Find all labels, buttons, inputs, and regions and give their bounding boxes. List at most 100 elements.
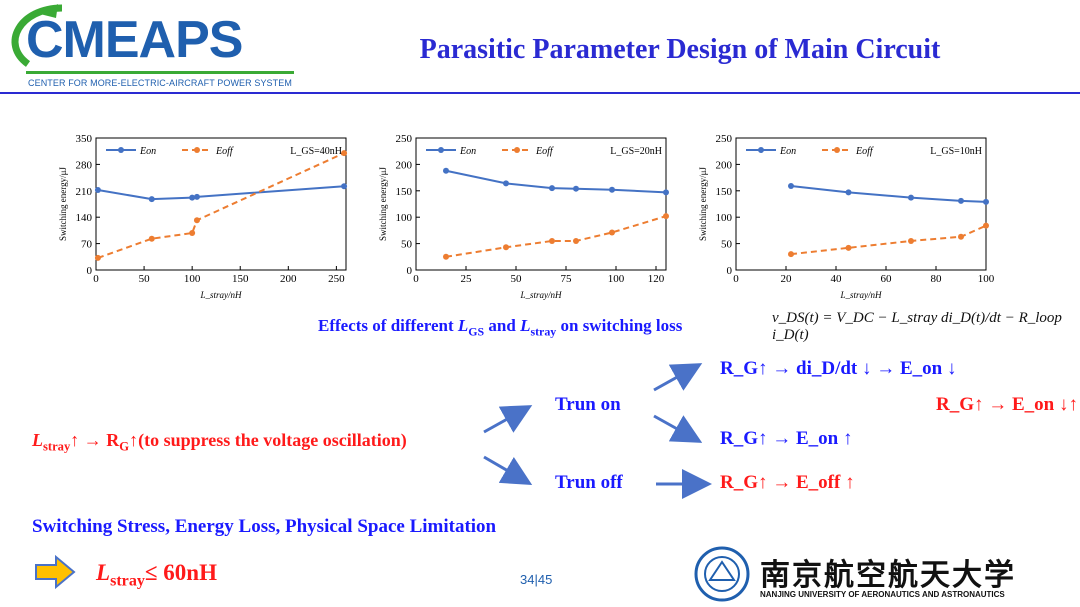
turn-on-label: Trun on — [555, 394, 621, 415]
university-name-en: NANJING UNIVERSITY OF AERONAUTICS AND AS… — [760, 590, 1005, 599]
title-divider — [0, 92, 1080, 94]
legend-label: Eon — [459, 146, 476, 157]
data-point — [341, 183, 348, 190]
data-point — [549, 237, 555, 244]
plot-frame — [415, 137, 667, 271]
chart-lgs-20: 0 50 100 150 200 250 0 25 50 75 100 120 L_stray/nH Sw… — [372, 133, 672, 300]
series-line-eon — [445, 169, 667, 194]
data-point — [443, 253, 449, 260]
y-axis-label: Switching energy/μJ — [58, 167, 68, 241]
chart-annotation: L_GS=10nH — [930, 146, 982, 157]
x-tick-label: 200 — [280, 273, 297, 285]
yellow-arrow-icon — [35, 554, 76, 590]
y-tick-label: 0 — [727, 265, 733, 277]
y-tick-label: 210 — [76, 186, 93, 198]
x-tick-label: 250 — [328, 273, 345, 285]
legend-label: Eoff — [855, 146, 874, 157]
x-tick-label: 150 — [232, 273, 249, 285]
data-point — [193, 193, 200, 200]
data-point — [958, 233, 964, 240]
data-point — [573, 185, 579, 192]
data-point — [958, 197, 964, 204]
constraints-heading: Switching Stress, Energy Loss, Physical … — [32, 516, 497, 537]
y-tick-label: 50 — [401, 239, 413, 251]
data-point — [983, 222, 989, 229]
turn-off-label: Trun off — [555, 472, 623, 493]
data-point — [663, 189, 669, 196]
data-point — [845, 189, 852, 196]
legend-label: Eon — [779, 146, 796, 157]
x-tick-label: 75 — [561, 273, 573, 285]
turn-on-rule-eon-up: R_G↑ → E_on ↑ — [720, 428, 853, 449]
data-point — [341, 150, 348, 157]
x-tick-label: 80 — [931, 273, 943, 285]
turn-on-rule-didt: R_G↑ → di_D/dt ↓ → E_on ↓ — [720, 358, 957, 379]
vds-equation: v_DS(t) = V_DC − L_stray di_D(t)/dt − R_… — [772, 310, 1062, 343]
chart-svg: 0 50 100 150 200 250 0 25 50 75 100 120 L_stray/nH Sw… — [378, 133, 669, 300]
data-point — [443, 167, 449, 174]
y-tick-label: 100 — [716, 212, 733, 224]
x-tick-label: 50 — [511, 273, 523, 285]
data-point — [908, 237, 914, 244]
x-tick-label: 20 — [781, 273, 793, 285]
x-tick-label: 100 — [608, 273, 625, 285]
x-axis-label: L_stray/nH — [839, 290, 882, 300]
logo-subtitle: CENTER FOR MORE-ELECTRIC-AIRCRAFT POWER … — [28, 78, 292, 88]
y-tick-label: 50 — [721, 239, 733, 251]
university-name-cn: 南京航空航天大学 — [760, 559, 1016, 592]
y-tick-label: 70 — [81, 239, 93, 251]
x-tick-label: 100 — [978, 273, 995, 285]
arrow-to-turn-on — [483, 405, 533, 434]
chart-lgs-10: 0 50 100 150 200 250 0 20 40 60 80 100 L_stray/nH Swi… — [692, 133, 995, 300]
data-point — [94, 254, 101, 261]
x-axis-label: L_stray/nH — [199, 290, 242, 300]
y-tick-label: 250 — [716, 133, 733, 145]
y-tick-label: 150 — [716, 186, 733, 198]
legend-label: Eoff — [535, 146, 554, 157]
data-point — [193, 217, 200, 224]
data-point — [609, 229, 615, 236]
chart-annotation: L_GS=40nH — [290, 146, 342, 157]
plot-frame — [95, 137, 347, 271]
chart-lgs-40: 0 70 140 210 280 350 0 50 100 150 200 250 L_stray/nH… — [52, 133, 352, 300]
x-tick-label: 0 — [413, 273, 419, 285]
data-point — [908, 194, 914, 201]
data-point — [148, 196, 155, 203]
x-tick-label: 60 — [881, 273, 893, 285]
y-axis-label: Switching energy/μJ — [378, 167, 388, 241]
y-tick-label: 350 — [76, 133, 93, 145]
x-axis-label: L_stray/nH — [519, 290, 562, 300]
data-point — [983, 198, 989, 205]
y-tick-label: 200 — [396, 159, 413, 171]
data-point — [503, 180, 509, 187]
x-tick-label: 0 — [93, 273, 99, 285]
legend-marker — [438, 147, 444, 153]
page-title: Parasitic Parameter Design of Main Circu… — [419, 34, 941, 65]
legend-label: Eon — [139, 146, 156, 157]
x-tick-label: 50 — [139, 273, 151, 285]
arrow-to-turn-off — [483, 455, 533, 486]
data-point — [189, 194, 196, 201]
chart-svg: 0 50 100 150 200 250 0 20 40 60 80 100 L_stray/nH Swi… — [698, 133, 995, 300]
logo — [6, 4, 296, 92]
data-point — [573, 237, 579, 244]
data-point — [663, 213, 669, 220]
arrow-to-rule-1 — [653, 363, 703, 392]
conclusion: Lstray≤ 60nH — [96, 560, 217, 590]
y-tick-label: 280 — [76, 159, 93, 171]
x-tick-label: 100 — [184, 273, 201, 285]
y-tick-label: 0 — [87, 265, 93, 277]
y-axis-label: Switching energy/μJ — [698, 167, 708, 241]
logo-swoosh-icon — [11, 4, 294, 74]
data-point — [549, 185, 555, 192]
turn-off-rule-eoff-up: R_G↑ → E_off ↑ — [720, 472, 855, 493]
data-point — [189, 230, 196, 237]
x-tick-label: 120 — [648, 273, 665, 285]
series-line-eoff — [445, 215, 667, 258]
legend-marker — [118, 147, 124, 153]
y-tick-label: 200 — [716, 159, 733, 171]
series-line-eoff — [97, 152, 345, 259]
y-tick-label: 140 — [76, 212, 93, 224]
data-point — [609, 186, 615, 193]
legend-marker — [758, 147, 764, 153]
